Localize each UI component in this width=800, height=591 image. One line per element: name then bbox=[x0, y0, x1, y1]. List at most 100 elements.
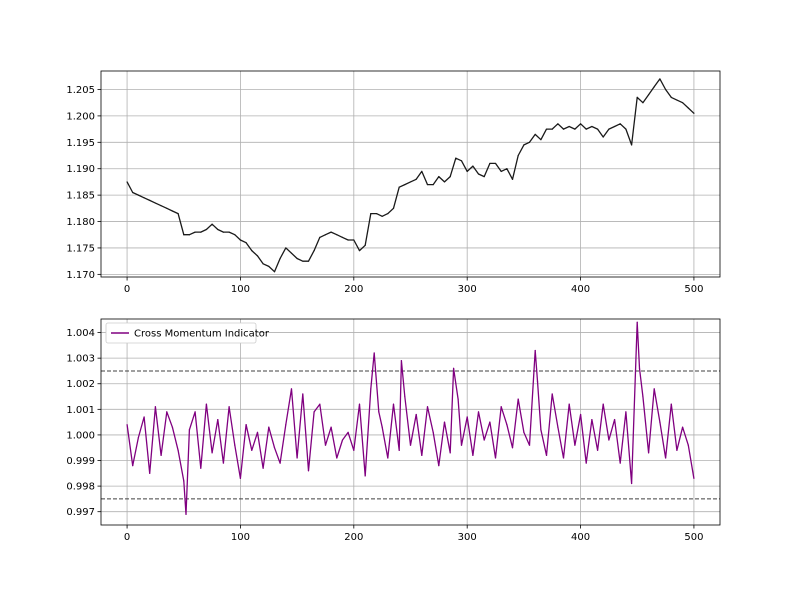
data-point bbox=[562, 128, 565, 130]
data-point bbox=[574, 444, 576, 446]
x-tick-label: 300 bbox=[458, 284, 477, 295]
data-point bbox=[245, 424, 247, 426]
data-point bbox=[449, 176, 451, 178]
data-point bbox=[534, 349, 536, 352]
data-point bbox=[642, 102, 644, 104]
data-point bbox=[404, 183, 406, 186]
data-point bbox=[591, 125, 593, 128]
data-point bbox=[378, 411, 380, 413]
data-point bbox=[630, 144, 633, 146]
data-point bbox=[506, 168, 508, 170]
data-point bbox=[613, 125, 616, 128]
data-point bbox=[472, 165, 474, 167]
data-point bbox=[613, 418, 616, 421]
data-point bbox=[625, 128, 627, 130]
series-line bbox=[126, 321, 695, 515]
data-point bbox=[279, 257, 281, 260]
data-point bbox=[177, 449, 179, 451]
data-point bbox=[585, 128, 587, 130]
data-point bbox=[290, 388, 293, 390]
data-point bbox=[489, 421, 491, 423]
data-point bbox=[211, 452, 213, 454]
data-point bbox=[551, 393, 553, 395]
data-point bbox=[438, 176, 440, 178]
data-point bbox=[290, 252, 293, 254]
y-tick-label: 1.170 bbox=[66, 270, 95, 281]
data-point bbox=[268, 426, 270, 428]
data-point bbox=[415, 178, 417, 180]
data-point bbox=[545, 128, 548, 130]
data-point bbox=[619, 123, 621, 125]
data-point bbox=[185, 513, 187, 515]
data-point bbox=[126, 424, 128, 426]
data-point bbox=[324, 444, 327, 446]
data-point bbox=[664, 88, 667, 91]
data-point bbox=[296, 257, 298, 260]
data-point bbox=[188, 234, 191, 236]
legend-box bbox=[105, 322, 257, 344]
data-point bbox=[457, 398, 459, 400]
data-point bbox=[670, 403, 672, 405]
data-point bbox=[400, 360, 403, 362]
data-point bbox=[256, 431, 259, 433]
data-point bbox=[347, 431, 349, 433]
data-point bbox=[234, 444, 236, 446]
data-point bbox=[279, 462, 281, 464]
data-point bbox=[472, 454, 474, 456]
data-point bbox=[452, 367, 455, 369]
y-tick-label: 1.190 bbox=[66, 164, 95, 175]
x-tick-label: 0 bbox=[124, 284, 130, 295]
data-point bbox=[636, 321, 638, 323]
data-point bbox=[268, 265, 270, 268]
data-point bbox=[494, 457, 497, 459]
data-point bbox=[126, 181, 128, 183]
data-point bbox=[432, 183, 434, 186]
data-point bbox=[217, 228, 219, 231]
data-point bbox=[205, 403, 208, 405]
data-point bbox=[596, 128, 599, 130]
data-point bbox=[625, 411, 627, 413]
data-point bbox=[630, 482, 633, 485]
data-point bbox=[511, 447, 514, 449]
data-point bbox=[619, 462, 621, 464]
y-tick-label: 0.999 bbox=[66, 456, 95, 467]
x-tick-label: 500 bbox=[684, 532, 703, 543]
data-point bbox=[409, 444, 412, 446]
data-point bbox=[324, 234, 327, 236]
data-point bbox=[302, 260, 304, 262]
data-point bbox=[421, 454, 423, 456]
data-point bbox=[341, 439, 344, 441]
y-tick-label: 0.997 bbox=[66, 507, 95, 518]
data-point bbox=[177, 213, 179, 215]
data-point bbox=[353, 239, 355, 241]
y-tick-label: 0.998 bbox=[66, 482, 95, 493]
data-point bbox=[636, 96, 638, 99]
data-point bbox=[336, 234, 338, 236]
data-point bbox=[285, 247, 287, 249]
data-point bbox=[664, 457, 667, 459]
x-tick-label: 300 bbox=[458, 532, 477, 543]
data-point bbox=[398, 186, 400, 188]
data-point bbox=[579, 413, 582, 416]
data-point bbox=[528, 141, 531, 143]
data-point bbox=[307, 470, 310, 472]
data-point bbox=[336, 457, 338, 459]
data-point bbox=[528, 444, 531, 446]
data-point bbox=[602, 403, 604, 405]
data-point bbox=[443, 421, 446, 423]
x-tick-label: 200 bbox=[344, 532, 363, 543]
data-point bbox=[358, 249, 361, 252]
data-point bbox=[194, 231, 196, 233]
data-point bbox=[585, 462, 587, 464]
y-tick-label: 1.003 bbox=[66, 354, 95, 365]
data-point bbox=[200, 467, 202, 469]
data-point bbox=[676, 449, 678, 451]
data-point bbox=[387, 213, 389, 215]
data-point bbox=[608, 128, 610, 130]
data-point bbox=[568, 125, 570, 128]
data-point bbox=[132, 191, 134, 194]
data-point bbox=[262, 263, 264, 265]
data-point bbox=[477, 173, 480, 175]
data-point bbox=[392, 207, 395, 209]
data-point bbox=[432, 431, 434, 433]
